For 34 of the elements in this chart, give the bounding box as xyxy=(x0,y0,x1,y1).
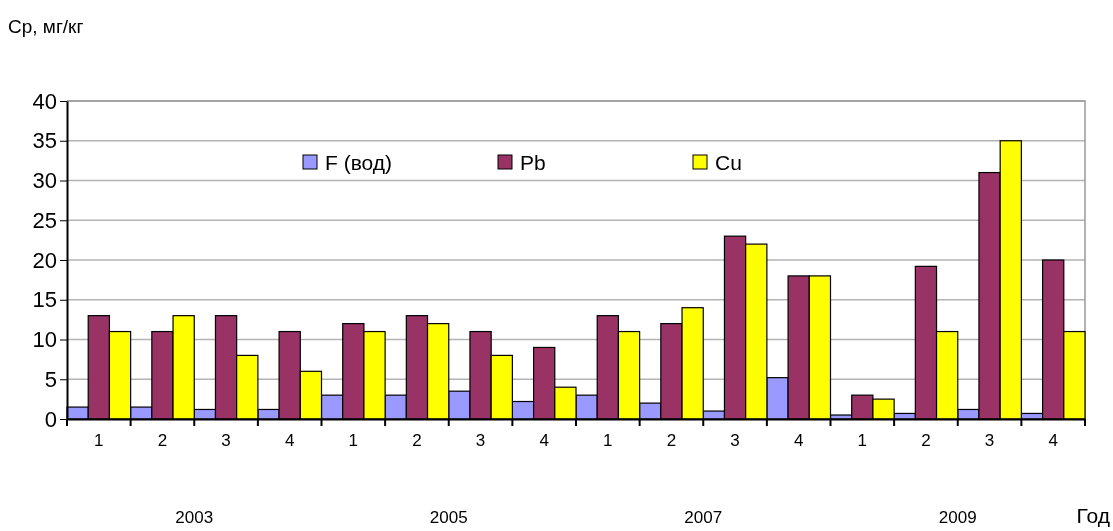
legend-label: Cu xyxy=(715,151,742,174)
y-tick-label: 20 xyxy=(32,247,57,273)
x-tick-label: 2 xyxy=(412,430,422,450)
y-axis-title: Ср, мг/кг xyxy=(8,16,84,37)
x-tick-label: 4 xyxy=(793,430,804,450)
x-tick-label: 3 xyxy=(730,430,740,450)
y-tick-label: 10 xyxy=(32,327,57,353)
x-tick-label: 1 xyxy=(94,430,104,450)
x-tick-label: 3 xyxy=(221,430,231,450)
x-tick-label: 3 xyxy=(475,430,486,450)
y-tick-label: 25 xyxy=(32,207,57,233)
x-tick-label: 3 xyxy=(984,430,995,450)
x-tick-label: 2 xyxy=(666,430,677,450)
legend-label: Pb xyxy=(520,151,546,174)
x-tick-label: 4 xyxy=(284,430,295,450)
x-tick-label: 2 xyxy=(157,430,168,450)
y-tick-label: 40 xyxy=(32,88,57,114)
x-tick-label: 4 xyxy=(539,430,549,450)
x-tick-label: 1 xyxy=(348,430,359,450)
y-tick-label: 35 xyxy=(32,128,57,154)
text: 2003 xyxy=(175,508,214,527)
x-axis-title: Год xyxy=(1076,504,1110,527)
x-tick-label: 2 xyxy=(921,430,931,450)
text: 2009 xyxy=(938,508,977,527)
text: 2005 xyxy=(429,508,468,527)
legend-label: F (вод) xyxy=(325,151,393,174)
x-tick-label: 4 xyxy=(1048,430,1058,450)
y-tick-label: 5 xyxy=(44,366,57,392)
text: 2007 xyxy=(684,508,723,527)
x-tick-label: 1 xyxy=(857,430,868,450)
y-tick-label: 15 xyxy=(32,287,57,313)
y-tick-label: 30 xyxy=(32,168,57,194)
x-tick-label: 1 xyxy=(603,430,613,450)
y-tick-label: 0 xyxy=(44,406,57,432)
